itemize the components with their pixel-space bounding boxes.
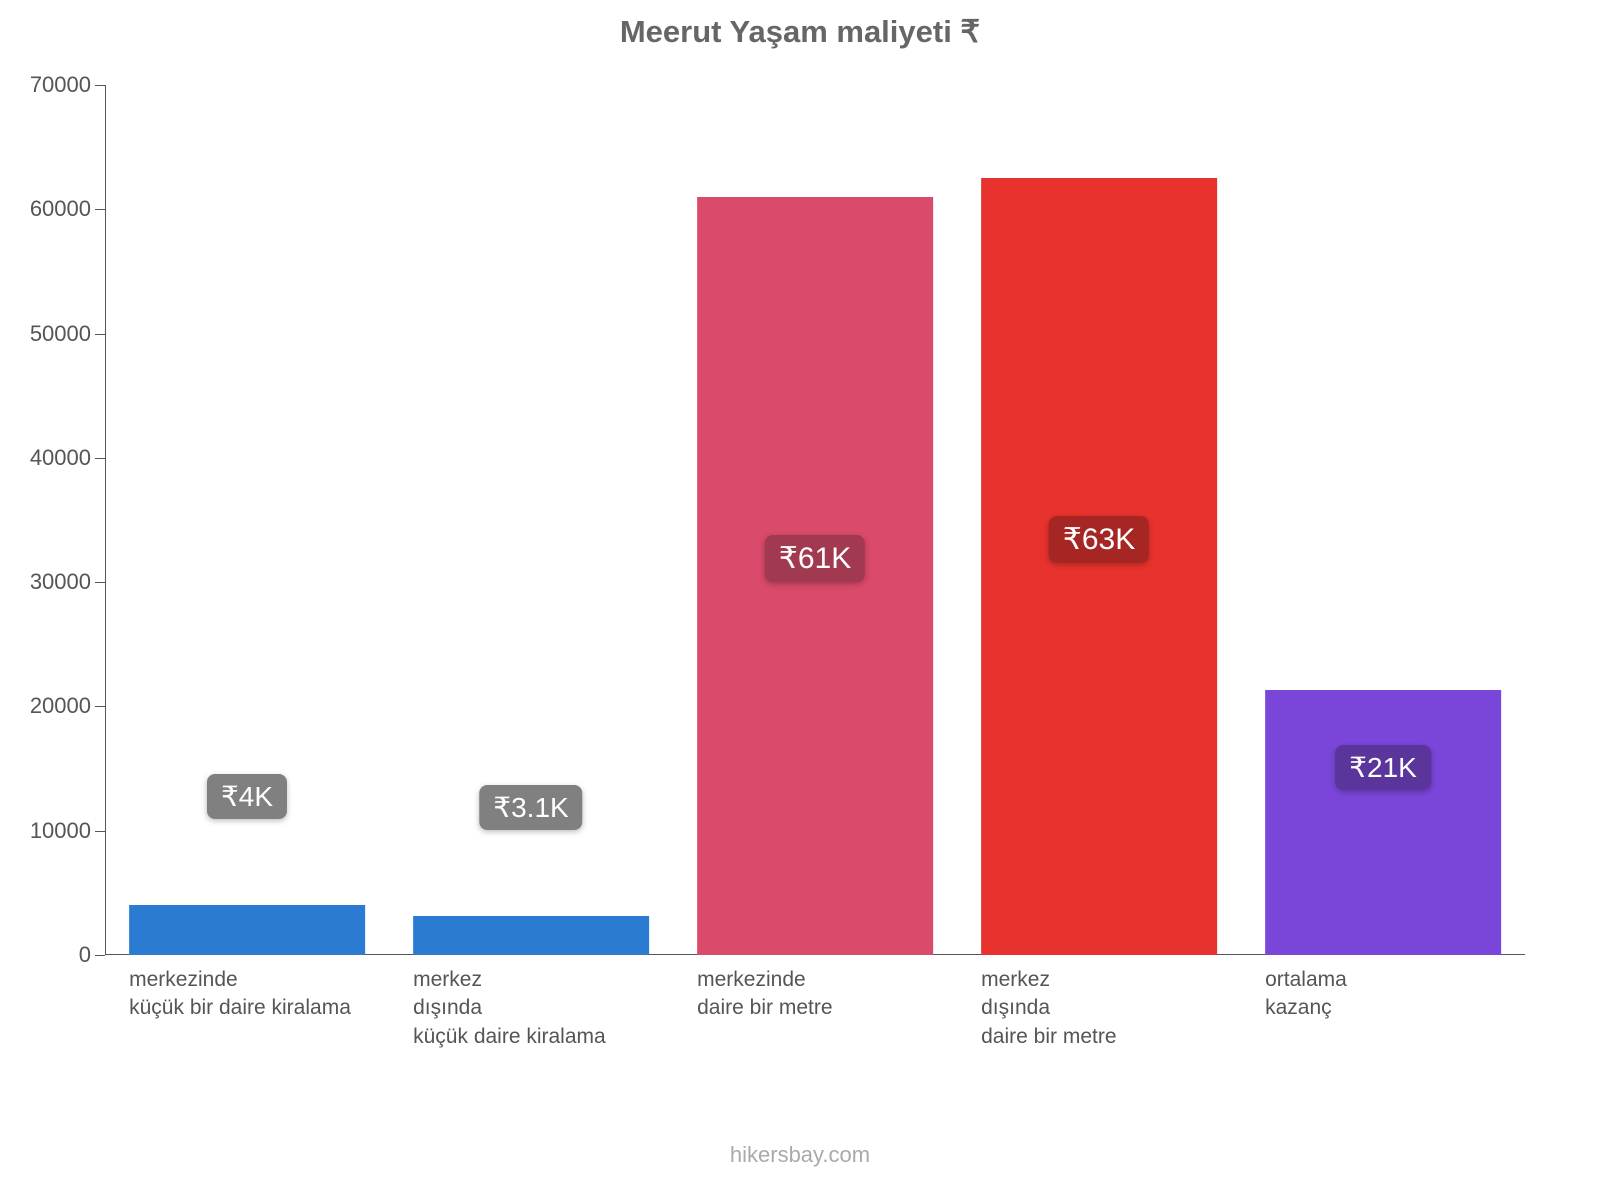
bar — [413, 916, 649, 955]
x-category-label: merkez dışında daire bir metre — [981, 966, 1116, 1051]
bar — [1265, 690, 1501, 955]
x-category-label: merkezinde daire bir metre — [697, 966, 832, 1023]
bar-slot: ₹61K — [673, 85, 957, 955]
y-tick — [95, 209, 105, 210]
bar-value-label: ₹3.1K — [479, 785, 582, 830]
y-tick-label: 30000 — [5, 569, 91, 595]
x-category-label: merkezinde küçük bir daire kiralama — [129, 966, 351, 1023]
y-tick-label: 10000 — [5, 818, 91, 844]
bar — [981, 178, 1217, 955]
bar — [129, 905, 365, 955]
y-tick — [95, 955, 105, 956]
bar-value-label: ₹63K — [1049, 516, 1149, 563]
chart-footer: hikersbay.com — [0, 1142, 1600, 1168]
y-tick-label: 20000 — [5, 693, 91, 719]
x-category-label: merkez dışında küçük daire kiralama — [413, 966, 606, 1051]
x-category-label: ortalama kazanç — [1265, 966, 1347, 1023]
bar-slot: ₹63K — [957, 85, 1241, 955]
y-tick — [95, 831, 105, 832]
bar-slot: ₹4K — [105, 85, 389, 955]
y-tick — [95, 85, 105, 86]
bar-value-label: ₹4K — [207, 774, 287, 819]
cost-of-living-chart: Meerut Yaşam maliyeti ₹ ₹4K ₹3.1K ₹61K ₹63K… — [0, 0, 1600, 1200]
bar-slot: ₹3.1K — [389, 85, 673, 955]
y-tick-label: 60000 — [5, 196, 91, 222]
bar-slot: ₹21K — [1241, 85, 1525, 955]
bar-value-label: ₹21K — [1335, 745, 1431, 790]
y-tick-label: 50000 — [5, 321, 91, 347]
y-tick — [95, 706, 105, 707]
y-tick-label: 0 — [5, 942, 91, 968]
chart-title: Meerut Yaşam maliyeti ₹ — [0, 14, 1600, 50]
y-tick-label: 40000 — [5, 445, 91, 471]
bar-value-label: ₹61K — [765, 535, 865, 582]
y-tick — [95, 334, 105, 335]
bars-container: ₹4K ₹3.1K ₹61K ₹63K ₹21K — [105, 85, 1525, 955]
y-tick — [95, 458, 105, 459]
plot-area: ₹4K₹3.1K₹61K₹63K₹21K 0100002000030000400… — [105, 85, 1525, 955]
y-tick — [95, 582, 105, 583]
y-tick-label: 70000 — [5, 72, 91, 98]
